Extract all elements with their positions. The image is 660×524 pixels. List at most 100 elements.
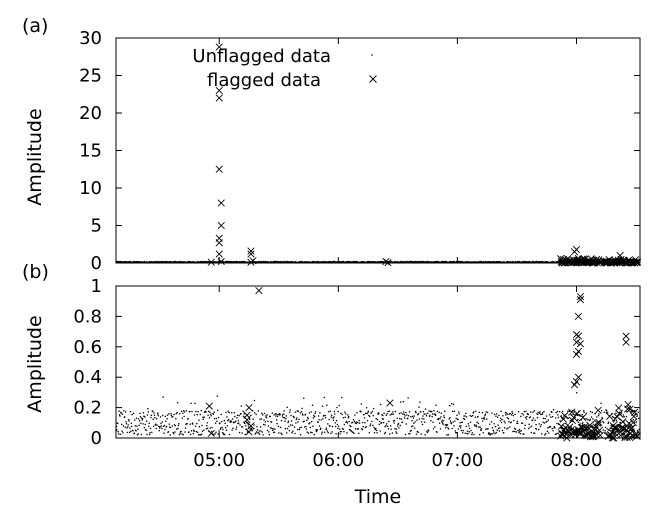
unflagged-point — [521, 412, 523, 415]
flagged-point — [205, 402, 213, 410]
unflagged-point — [424, 408, 427, 410]
unflagged-point — [520, 415, 522, 418]
unflagged-point — [480, 429, 482, 432]
flagged-point — [386, 399, 394, 407]
unflagged-point — [335, 433, 337, 435]
unflagged-point — [496, 416, 499, 418]
flagged-point — [619, 418, 627, 426]
unflagged-point — [272, 261, 274, 264]
flagged-point — [608, 434, 617, 442]
unflagged-point — [116, 422, 119, 424]
unflagged-point — [520, 429, 522, 432]
unflagged-point — [123, 409, 125, 412]
unflagged-point — [355, 421, 358, 423]
unflagged-point — [583, 411, 585, 413]
unflagged-point — [544, 417, 546, 420]
unflagged-point — [338, 428, 341, 430]
unflagged-point — [492, 429, 495, 432]
unflagged-point — [384, 425, 386, 428]
unflagged-point — [227, 410, 229, 412]
y-tick-label: 15 — [79, 141, 102, 162]
unflagged-point — [610, 425, 612, 427]
flagged-point — [588, 433, 597, 441]
unflagged-point — [236, 417, 238, 419]
unflagged-point — [129, 410, 132, 413]
unflagged-point — [532, 417, 535, 419]
unflagged-point — [344, 413, 347, 415]
unflagged-point — [516, 420, 519, 423]
unflagged-point — [156, 424, 158, 426]
unflagged-point — [467, 432, 469, 435]
unflagged-point — [295, 422, 297, 424]
unflagged-point — [638, 428, 640, 431]
unflagged-point — [323, 396, 326, 399]
unflagged-point — [380, 421, 383, 424]
unflagged-point — [312, 417, 315, 419]
unflagged-point — [284, 427, 287, 430]
flagged-point — [558, 259, 567, 267]
unflagged-point — [261, 412, 263, 414]
unflagged-point — [196, 413, 198, 416]
unflagged-point — [448, 404, 451, 407]
unflagged-point — [302, 414, 304, 416]
unflagged-point — [410, 260, 412, 263]
unflagged-point — [598, 413, 600, 415]
unflagged-point — [221, 426, 223, 429]
unflagged-point — [540, 413, 542, 416]
unflagged-point — [293, 426, 296, 428]
flagged-point — [382, 257, 390, 266]
unflagged-point — [310, 431, 312, 433]
unflagged-point — [379, 430, 381, 432]
unflagged-point — [298, 418, 300, 421]
unflagged-point — [508, 420, 510, 423]
unflagged-point — [482, 261, 484, 264]
unflagged-point — [272, 428, 274, 430]
unflagged-point — [372, 424, 374, 427]
unflagged-point — [330, 416, 333, 418]
unflagged-point — [446, 424, 449, 426]
unflagged-point — [491, 426, 494, 429]
unflagged-point — [543, 422, 546, 424]
unflagged-point — [365, 407, 368, 409]
unflagged-point — [220, 427, 222, 429]
panel-a-y-axis-label: Amplitude — [24, 108, 46, 205]
unflagged-point — [484, 414, 486, 417]
unflagged-point — [495, 431, 498, 434]
unflagged-point — [161, 427, 163, 430]
unflagged-point — [470, 429, 472, 432]
unflagged-point — [164, 428, 166, 431]
flagged-point — [633, 432, 642, 440]
unflagged-point — [276, 415, 279, 418]
unflagged-point — [155, 417, 158, 420]
flagged-point — [247, 250, 255, 258]
unflagged-point — [200, 409, 202, 412]
unflagged-point — [354, 427, 357, 430]
unflagged-point — [404, 433, 407, 436]
unflagged-point — [373, 432, 376, 434]
unflagged-point — [165, 425, 168, 428]
unflagged-point — [632, 419, 635, 421]
unflagged-point — [475, 424, 477, 426]
unflagged-point — [230, 420, 233, 422]
unflagged-point — [124, 426, 126, 428]
unflagged-point — [209, 427, 212, 429]
unflagged-point — [471, 432, 474, 434]
unflagged-point — [530, 431, 533, 434]
x-tick-label: 06:00 — [312, 450, 364, 471]
unflagged-point — [222, 428, 224, 431]
unflagged-point — [537, 428, 540, 431]
unflagged-point — [606, 412, 609, 414]
unflagged-point — [635, 421, 638, 423]
unflagged-point — [165, 420, 167, 423]
unflagged-point — [275, 419, 278, 421]
unflagged-point — [230, 411, 233, 414]
unflagged-point — [121, 430, 123, 432]
unflagged-point — [384, 431, 387, 434]
unflagged-point — [477, 415, 479, 418]
unflagged-point — [202, 418, 205, 420]
unflagged-point — [452, 403, 455, 406]
unflagged-point — [385, 414, 388, 417]
unflagged-point — [172, 432, 175, 435]
unflagged-point — [292, 430, 294, 432]
unflagged-point — [233, 421, 235, 424]
